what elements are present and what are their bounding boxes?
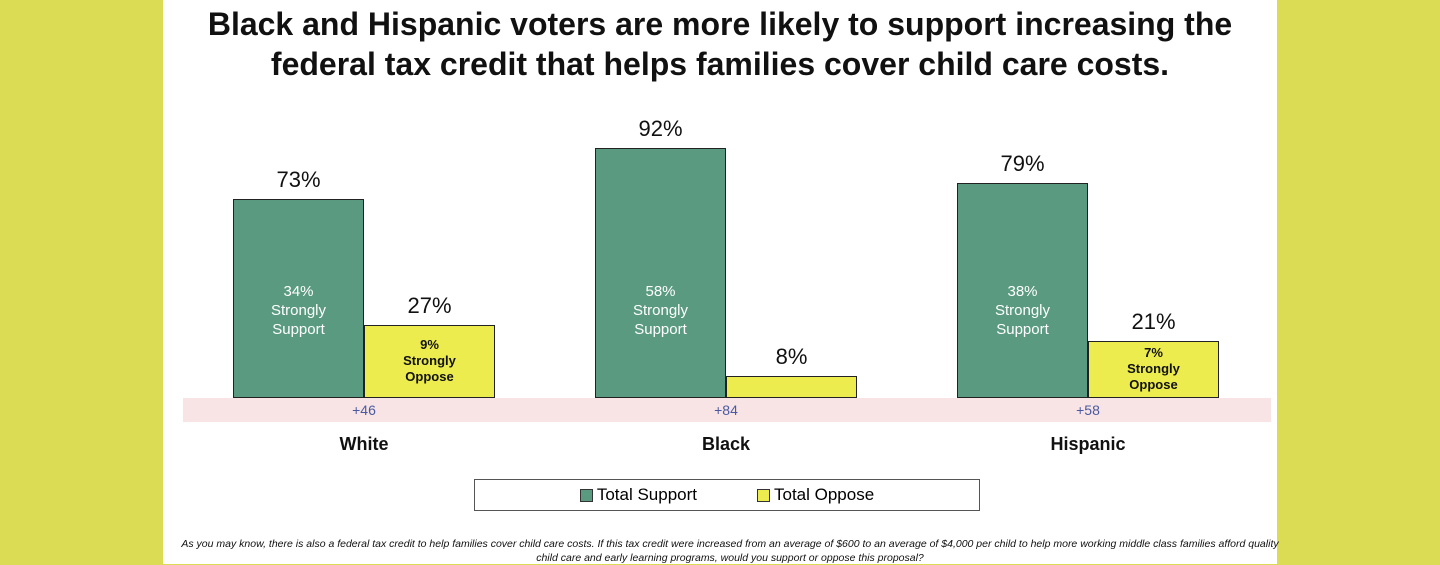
- inner-label: 34% Strongly Support: [253, 282, 344, 339]
- inner-label-text: Strongly Support: [270, 302, 327, 338]
- inner-label-text: Strongly Support: [632, 302, 689, 338]
- bar: [364, 324, 495, 398]
- bar: [1088, 340, 1219, 398]
- inner-label: 9% Strongly Oppose: [384, 337, 475, 385]
- legend-item: Total Oppose: [757, 485, 874, 505]
- legend-item: Total Support: [579, 485, 697, 505]
- inner-label: 58% Strongly Support: [615, 282, 706, 339]
- legend-swatch: [579, 488, 593, 502]
- x-tick-label: Hispanic: [1050, 434, 1126, 454]
- x-tick-label: Black: [701, 434, 751, 454]
- inner-value-label: 9%: [420, 337, 439, 353]
- inner-value-label: 58%: [645, 283, 676, 300]
- legend-label: Total Support: [596, 485, 697, 504]
- margin-label: +84: [714, 402, 738, 418]
- margin-label: +58: [1076, 402, 1100, 418]
- inner-label: 38% Strongly Support: [977, 282, 1068, 339]
- bar: [726, 376, 857, 398]
- footnote: As you may know, there is also a federal…: [181, 538, 1279, 564]
- inner-value-label: 34%: [283, 283, 314, 300]
- inner-label-text: Strongly Oppose: [403, 353, 456, 385]
- margin-label: +46: [352, 402, 376, 418]
- value-label: 92%: [638, 115, 683, 141]
- legend-label: Total Oppose: [774, 485, 875, 504]
- margin-band: [183, 398, 1271, 422]
- bar: [957, 183, 1088, 398]
- bar: [595, 147, 726, 398]
- inner-value-label: 38%: [1007, 283, 1038, 300]
- value-label: 73%: [276, 167, 321, 193]
- inner-label: 7% Strongly Oppose: [1108, 345, 1199, 393]
- inner-label-text: Strongly Oppose: [1127, 361, 1180, 393]
- legend: Total Support Total Oppose: [474, 479, 980, 511]
- value-label: 27%: [407, 292, 452, 318]
- legend-swatch: [757, 488, 770, 502]
- inner-label-text: Strongly Support: [994, 302, 1051, 338]
- value-label: 21%: [1131, 308, 1176, 334]
- value-label: 8%: [775, 344, 808, 370]
- value-label: 79%: [1000, 151, 1045, 177]
- bar: [233, 199, 364, 398]
- inner-value-label: 7%: [1144, 345, 1163, 361]
- chart-title: Black and Hispanic voters are more likel…: [207, 6, 1233, 82]
- x-tick-label: White: [339, 434, 389, 454]
